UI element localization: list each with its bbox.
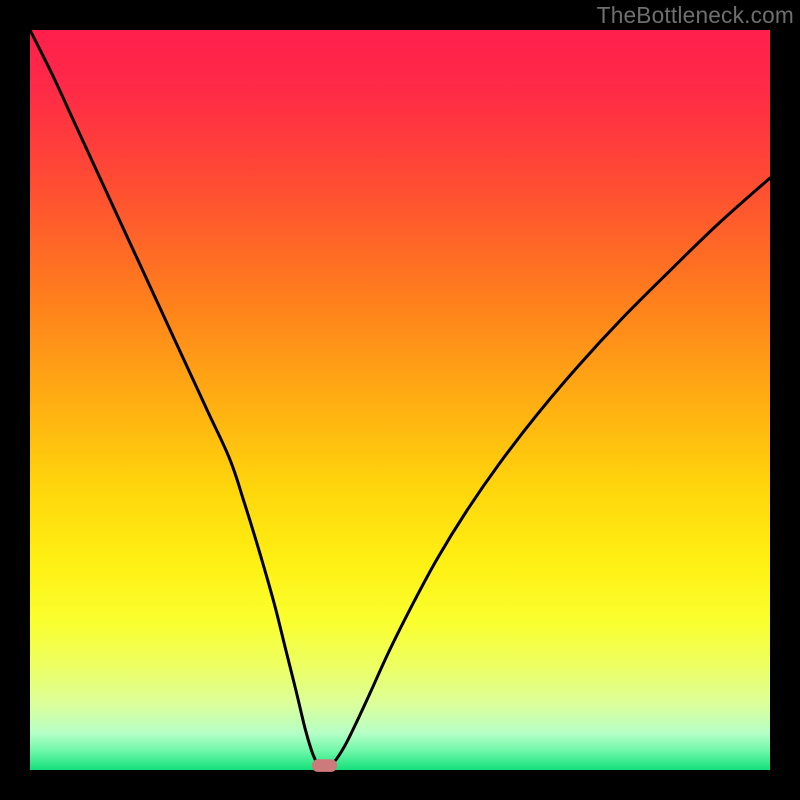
watermark-text: TheBottleneck.com — [597, 2, 794, 29]
chart-canvas: TheBottleneck.com — [0, 0, 800, 800]
optimum-marker — [312, 759, 337, 772]
bottleneck-plot-svg — [0, 0, 800, 800]
plot-background — [30, 30, 770, 770]
